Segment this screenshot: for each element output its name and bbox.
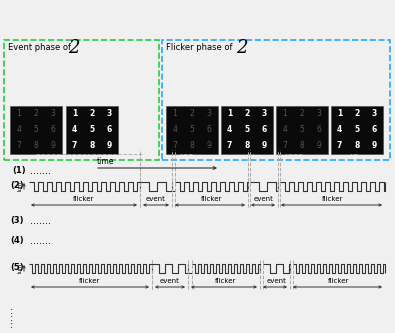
Text: (1): (1) [12,166,26,175]
Text: 9: 9 [372,142,377,151]
Text: flicker: flicker [215,278,237,284]
Text: 7: 7 [337,142,342,151]
Text: 9: 9 [262,142,267,151]
Text: 2: 2 [300,110,305,119]
Text: 1: 1 [172,110,177,119]
Text: 6: 6 [51,126,56,135]
Bar [66,106,118,154]
Text: :: : [10,313,13,323]
Text: 8: 8 [89,142,95,151]
Text: Flicker phase of: Flicker phase of [166,43,233,52]
Text: 7: 7 [72,142,77,151]
Text: lum: lum [18,262,23,273]
Text: 4: 4 [72,126,77,135]
Text: lum: lum [18,180,23,191]
Text: 3: 3 [51,110,56,119]
Text: 9: 9 [107,142,112,151]
Text: 5: 5 [245,126,250,135]
Text: 6: 6 [207,126,212,135]
Text: 2: 2 [89,110,95,119]
Text: 5: 5 [354,126,359,135]
Text: .......: ....... [30,216,51,226]
Text: .......: ....... [30,166,51,176]
Text: 8: 8 [354,142,360,151]
Text: event: event [160,278,180,284]
Text: 4: 4 [16,126,21,135]
Text: 1: 1 [282,110,287,119]
Text: 5: 5 [299,126,305,135]
Text: 2: 2 [190,110,194,119]
Text: 2: 2 [245,110,250,119]
Text: 7: 7 [172,142,177,151]
Text: 9: 9 [51,142,56,151]
Text: .......: ....... [30,236,51,246]
Text: (4): (4) [10,236,24,245]
Text: (3): (3) [10,216,23,225]
Bar [331,106,383,154]
Text: 6: 6 [317,126,322,135]
Text: flicker: flicker [73,196,95,202]
Text: flicker: flicker [328,278,350,284]
Text: :: : [10,320,13,330]
Text: 3: 3 [372,110,377,119]
Text: 4: 4 [227,126,232,135]
Text: 5: 5 [190,126,194,135]
Text: 8: 8 [300,142,305,151]
Text: 1: 1 [227,110,232,119]
Text: 2: 2 [236,39,248,57]
Text: (5): (5) [10,263,24,272]
Text: :: : [10,306,13,316]
Text: 8: 8 [34,142,38,151]
Text: event: event [146,196,166,202]
Text: Event phase of: Event phase of [8,43,71,52]
Bar [221,106,273,154]
Text: 7: 7 [16,142,21,151]
Text: 9: 9 [207,142,212,151]
Text: event: event [267,278,286,284]
Text: 4: 4 [172,126,177,135]
Text: 6: 6 [372,126,377,135]
Text: 6: 6 [262,126,267,135]
Text: 5: 5 [89,126,94,135]
Text: 5: 5 [34,126,38,135]
Text: 6: 6 [107,126,112,135]
Text: 8: 8 [190,142,194,151]
Text: 3: 3 [317,110,322,119]
Text: 8: 8 [245,142,250,151]
Text: 9: 9 [317,142,322,151]
Text: flicker: flicker [201,196,222,202]
Text: flicker: flicker [79,278,101,284]
Bar [4,40,159,160]
Bar [166,106,218,154]
Text: 3: 3 [107,110,112,119]
Text: 4: 4 [282,126,287,135]
Bar [10,106,62,154]
Text: 2: 2 [68,39,79,57]
Text: 4: 4 [337,126,342,135]
Text: time: time [97,158,115,166]
Bar [162,40,390,160]
Text: 1: 1 [16,110,21,119]
Text: 1: 1 [72,110,77,119]
Text: event: event [254,196,274,202]
Bar [276,106,328,154]
Text: 7: 7 [227,142,232,151]
Text: 1: 1 [337,110,342,119]
Text: 2: 2 [34,110,38,119]
Text: 3: 3 [207,110,212,119]
Text: 7: 7 [282,142,287,151]
Text: flicker: flicker [322,196,343,202]
Text: 2: 2 [354,110,359,119]
Text: 3: 3 [262,110,267,119]
Text: (2): (2) [10,181,24,190]
